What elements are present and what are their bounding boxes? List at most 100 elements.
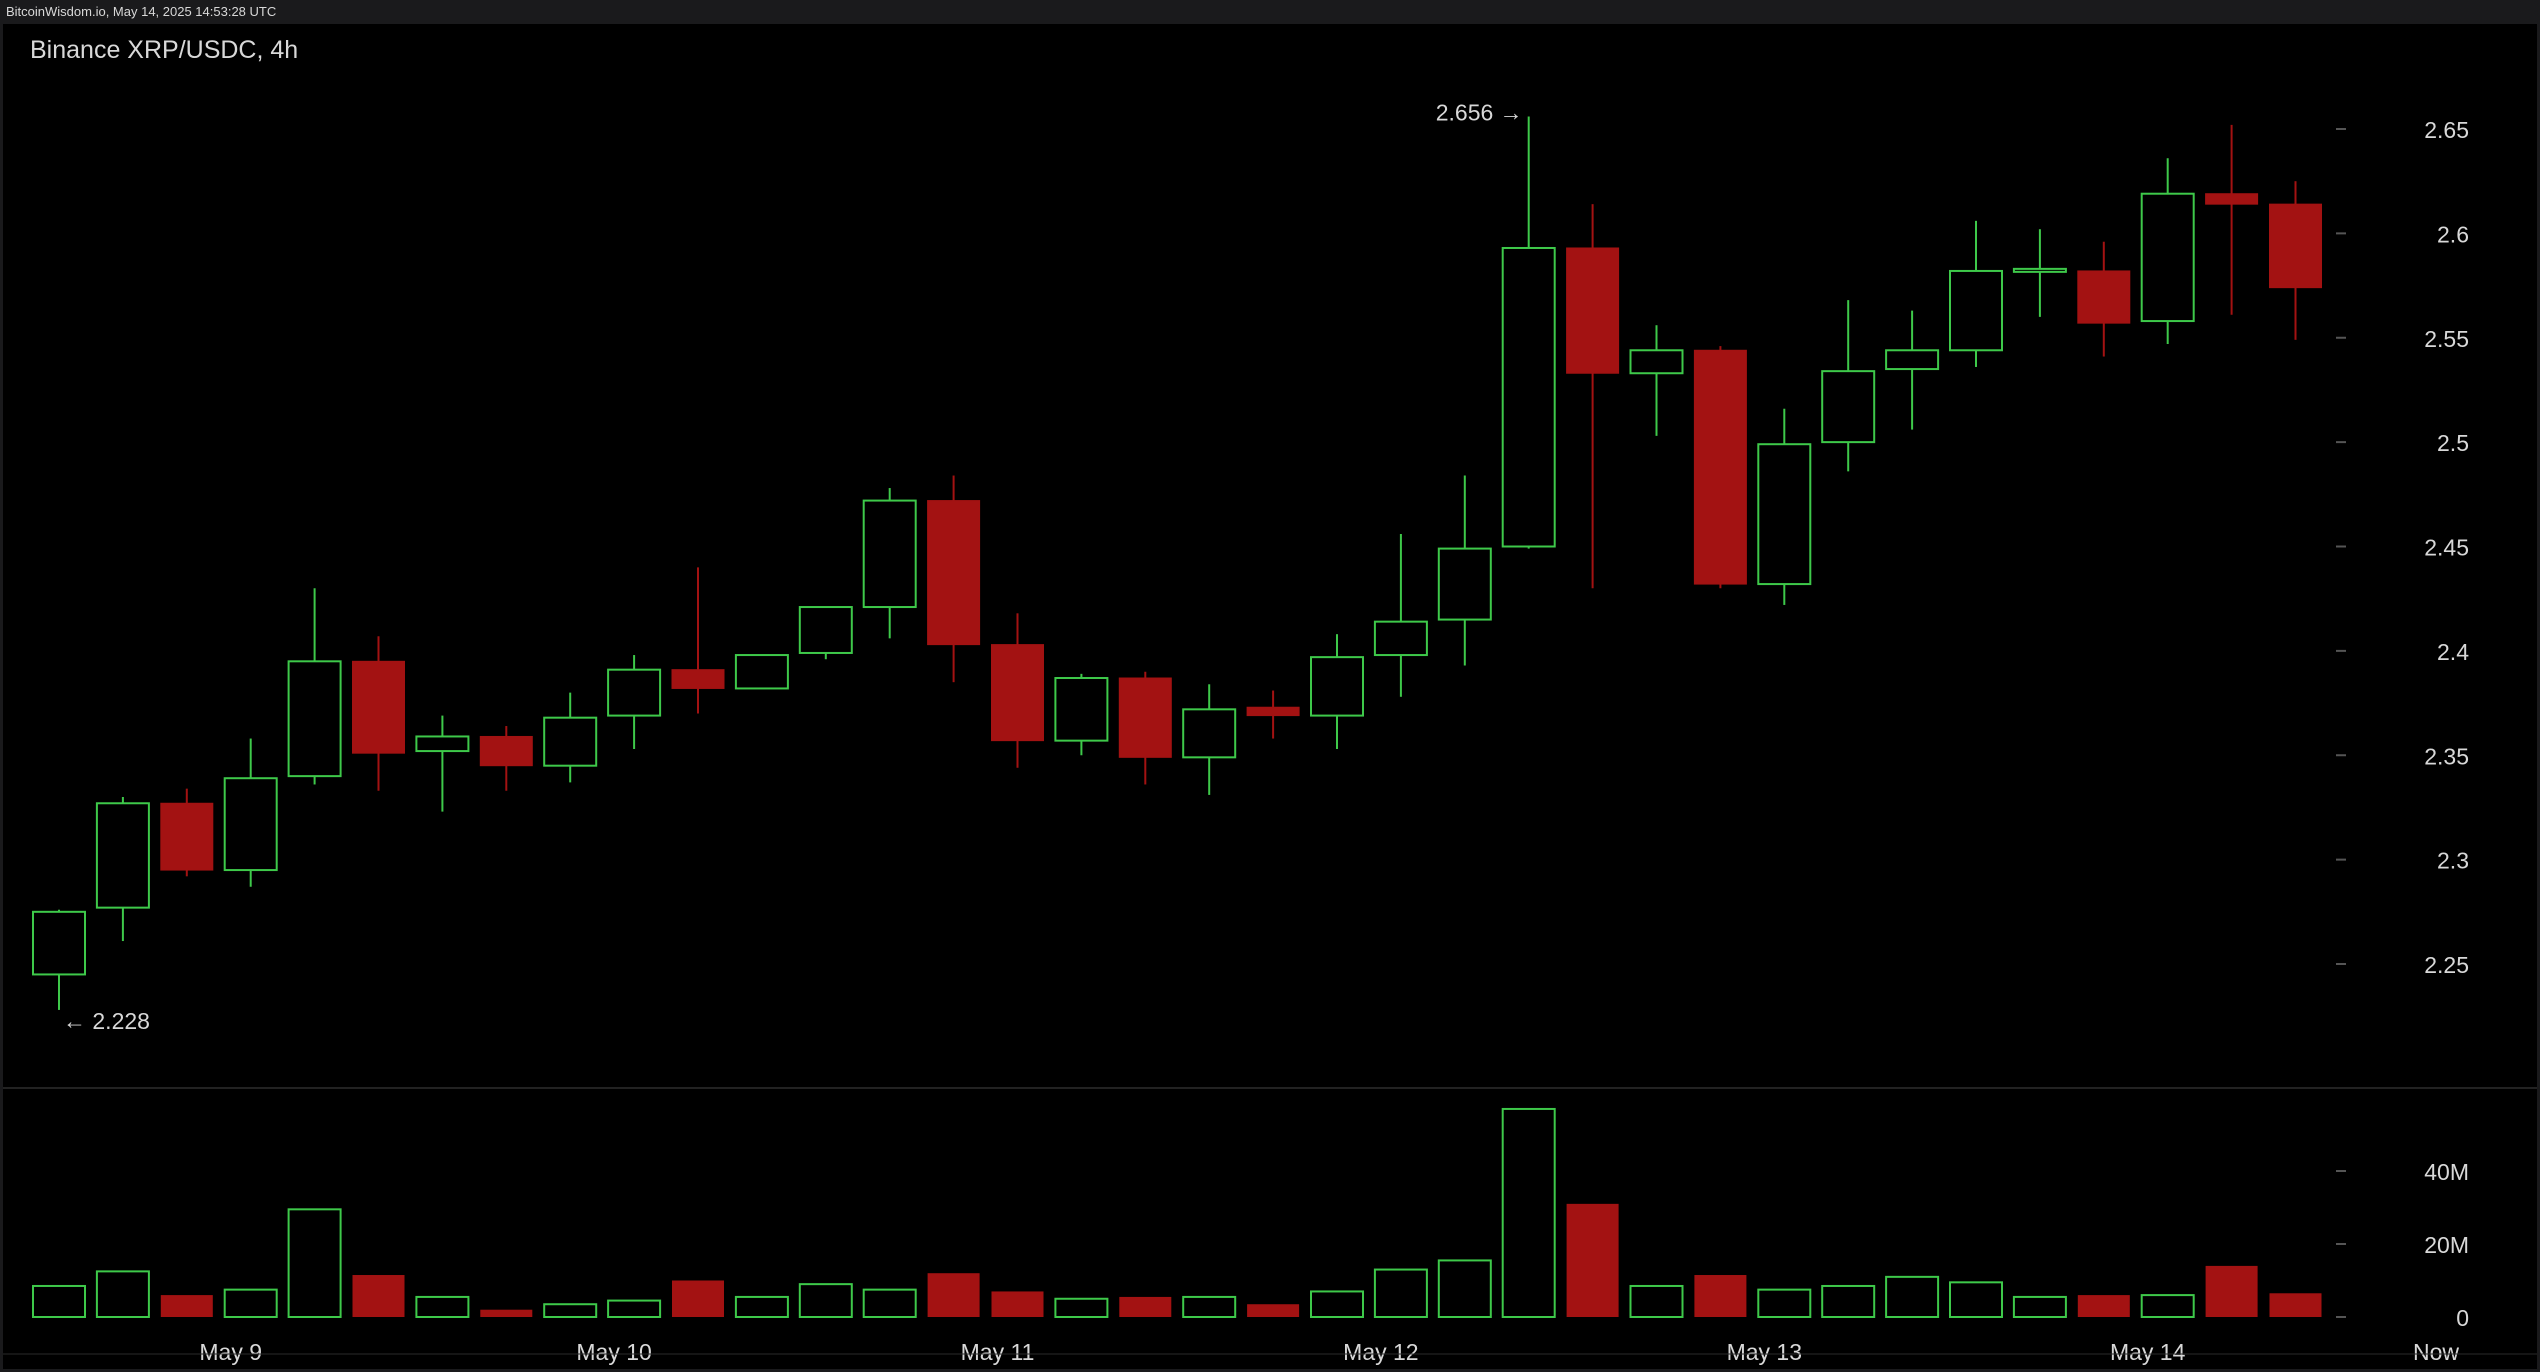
- volume-bar: [1054, 1297, 1109, 1318]
- candle: [1246, 690, 1300, 739]
- candle: [1693, 346, 1747, 589]
- candle: [671, 567, 725, 714]
- volume-bar: [1501, 1107, 1556, 1318]
- volume-tick-label: 20M: [2424, 1232, 2469, 1258]
- low-annotation: ← 2.228: [63, 1008, 150, 1034]
- volume-bar: [991, 1291, 1044, 1317]
- candle: [1373, 533, 1428, 697]
- candle-body: [927, 500, 981, 646]
- candle-body: [1629, 349, 1684, 375]
- candle-body: [2077, 270, 2131, 324]
- volume-bar: [223, 1288, 278, 1318]
- volume-bar: [862, 1288, 917, 1318]
- price-tick-label: 2.3: [2437, 848, 2469, 874]
- candle: [479, 726, 533, 791]
- candle: [2269, 181, 2322, 340]
- date-tick-label: Now: [2413, 1339, 2459, 1365]
- candle: [32, 909, 86, 1010]
- date-tick-label: May 14: [2110, 1339, 2186, 1365]
- candle: [1437, 475, 1492, 666]
- candle-body: [543, 716, 598, 767]
- candle-body: [1246, 706, 1300, 717]
- candle: [1118, 671, 1172, 785]
- volume-bar: [32, 1284, 86, 1318]
- volume-bar: [287, 1208, 342, 1318]
- candle-body: [607, 668, 662, 717]
- candle-body: [991, 644, 1044, 742]
- chart-title: Binance XRP/USDC, 4h: [30, 36, 299, 64]
- candle-body: [671, 669, 725, 689]
- volume-bar: [1310, 1290, 1364, 1318]
- candle: [927, 475, 981, 683]
- candle-body: [223, 777, 278, 872]
- candle: [415, 715, 470, 812]
- volume-bar: [1694, 1275, 1747, 1317]
- volume-bar: [798, 1283, 853, 1319]
- candle-body: [1373, 620, 1428, 657]
- candle-body: [1182, 708, 1237, 759]
- date-tick-label: May 11: [961, 1339, 1035, 1365]
- volume-bar: [734, 1295, 789, 1319]
- candle-body: [1054, 677, 1109, 742]
- volume-bar: [607, 1299, 662, 1318]
- volume-bar: [1566, 1203, 1619, 1317]
- candle: [1182, 684, 1237, 795]
- volume-bar: [543, 1303, 598, 1318]
- date-tick-label: May 10: [576, 1339, 651, 1365]
- axis-ticks: [2336, 128, 2346, 1318]
- timestamp-label: BitcoinWisdom.io, May 14, 2025 14:53:28 …: [6, 4, 277, 19]
- candle: [734, 654, 789, 690]
- candle-body: [352, 660, 405, 754]
- volume-bar: [2012, 1295, 2067, 1319]
- candle-body: [32, 910, 86, 976]
- volume-bar: [927, 1273, 980, 1317]
- candle: [991, 613, 1044, 768]
- price-tick-label: 2.5: [2437, 430, 2469, 456]
- candle-body: [415, 735, 470, 753]
- volume-bar: [1949, 1281, 2003, 1318]
- volume-bar: [1757, 1288, 1812, 1318]
- chart-panel: 2.25 2.3 2.35 2.4 2.45 2.5 2.55 2.6 2.65 0 20M 40M M…: [3, 24, 2537, 1369]
- candle: [798, 606, 853, 660]
- candle-body: [2205, 193, 2259, 205]
- candle-body: [1118, 677, 1172, 758]
- volume-bar: [415, 1295, 470, 1319]
- candle-body: [734, 654, 789, 690]
- price-tick-label: 2.6: [2437, 221, 2469, 247]
- volume-bars: [32, 1107, 2322, 1319]
- candle: [607, 655, 662, 749]
- volume-tick-label: 0: [2456, 1305, 2469, 1331]
- volume-bar: [1629, 1284, 1684, 1318]
- candle-body: [479, 735, 533, 767]
- volume-bar: [1247, 1304, 1300, 1317]
- axis-labels: 2.25 2.3 2.35 2.4 2.45 2.5 2.55 2.6 2.65 0 20M 40M M…: [63, 99, 2469, 1365]
- candle: [160, 788, 214, 877]
- candle: [1054, 673, 1109, 756]
- volume-bar: [1373, 1268, 1428, 1319]
- candle-body: [95, 802, 150, 909]
- candle: [1757, 408, 1812, 605]
- date-tick-label: May 12: [1343, 1339, 1418, 1365]
- candles: [32, 116, 2322, 1010]
- candle: [2205, 124, 2259, 315]
- candle: [1566, 204, 1620, 589]
- candle-body: [287, 660, 342, 778]
- candle: [352, 636, 405, 791]
- candle: [1885, 310, 1940, 430]
- candle: [1310, 634, 1364, 749]
- candle: [2140, 158, 2195, 345]
- candle: [1821, 300, 1876, 472]
- candle-body: [160, 802, 214, 871]
- candle-body: [1949, 269, 2003, 352]
- volume-bar: [1885, 1275, 1940, 1318]
- volume-tick-label: 40M: [2424, 1159, 2469, 1185]
- volume-bar: [672, 1280, 724, 1317]
- candle: [1629, 325, 1684, 436]
- candle: [1501, 116, 1556, 549]
- volume-bar: [1182, 1295, 1237, 1319]
- volume-bar: [95, 1270, 150, 1318]
- volume-bar: [160, 1295, 213, 1317]
- candle: [1949, 220, 2003, 367]
- volume-bar: [352, 1275, 405, 1317]
- high-annotation: 2.656 →: [1436, 99, 1523, 125]
